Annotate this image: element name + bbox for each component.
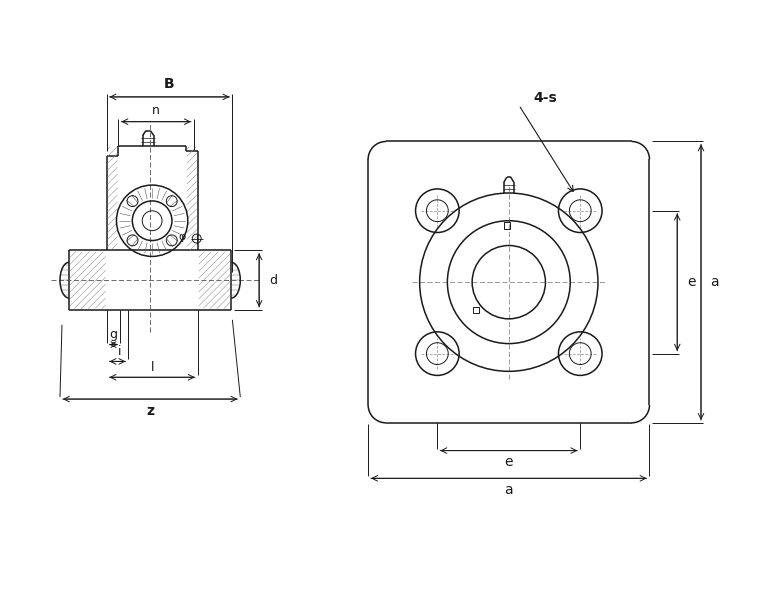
- Text: i: i: [118, 345, 121, 358]
- Text: g: g: [110, 328, 117, 341]
- Text: z: z: [146, 404, 154, 418]
- Bar: [473, 307, 479, 313]
- Text: e: e: [687, 275, 696, 289]
- Text: φ: φ: [178, 232, 186, 242]
- Text: e: e: [505, 455, 513, 469]
- Text: B: B: [164, 77, 175, 91]
- Text: n: n: [152, 104, 160, 117]
- Text: 4-s: 4-s: [533, 91, 557, 105]
- Text: a: a: [711, 275, 719, 289]
- Bar: [504, 223, 510, 229]
- Text: l: l: [151, 361, 154, 374]
- Text: a: a: [505, 483, 513, 497]
- Text: d: d: [269, 274, 277, 287]
